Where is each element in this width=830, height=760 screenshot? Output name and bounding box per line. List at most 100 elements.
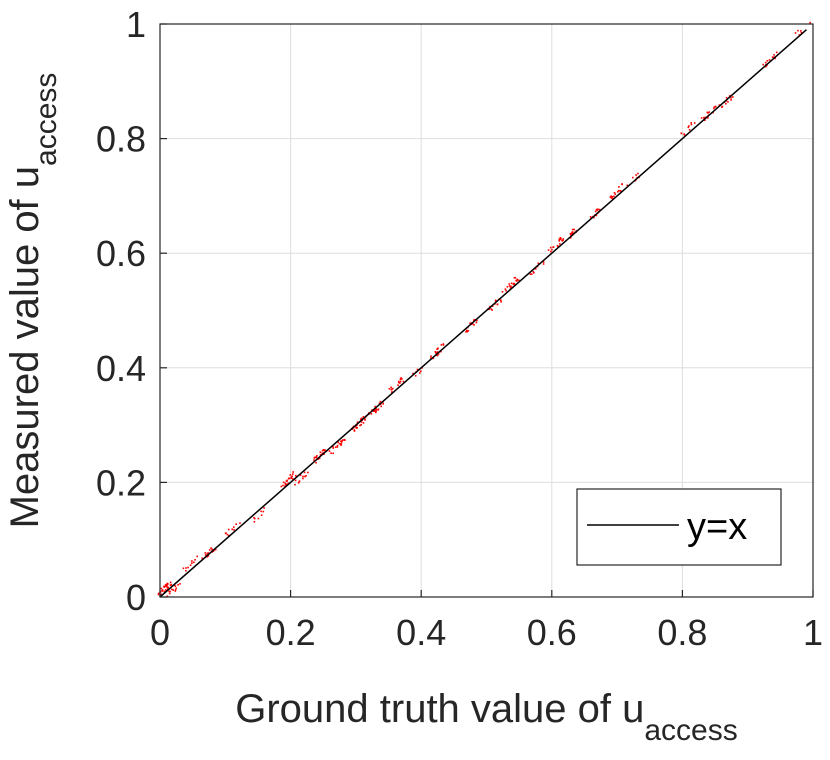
data-point	[621, 183, 623, 185]
data-point	[611, 195, 614, 198]
data-point	[508, 283, 511, 285]
data-point	[290, 477, 293, 479]
data-point	[690, 122, 692, 124]
x-tick-label: 1	[803, 612, 823, 653]
data-point	[323, 449, 326, 452]
data-point	[491, 309, 493, 311]
data-point	[239, 522, 241, 524]
data-point	[337, 441, 339, 444]
data-point	[515, 279, 518, 282]
data-point	[509, 287, 512, 289]
data-point	[561, 240, 563, 242]
x-axis-label: Ground truth value of uaccess	[235, 687, 738, 747]
data-point	[165, 583, 168, 586]
grid-lines	[159, 23, 814, 598]
data-point	[547, 249, 550, 251]
data-point	[206, 556, 208, 558]
data-point	[257, 517, 260, 520]
data-point	[382, 403, 384, 405]
axis-ticks: 0 0.2 0.4 0.6 0.8 1 0 0.2 0.4 0.6 0.8 1	[96, 4, 823, 653]
data-point	[713, 106, 716, 108]
data-point	[399, 378, 402, 380]
data-point	[537, 262, 540, 265]
data-point	[436, 348, 438, 350]
data-point	[703, 117, 705, 120]
data-point	[688, 125, 690, 127]
data-point	[700, 117, 703, 119]
data-point	[593, 216, 595, 219]
x-tick-label: 0	[150, 612, 170, 653]
data-point	[319, 451, 322, 453]
data-point	[440, 344, 443, 346]
data-point	[721, 105, 724, 108]
data-point	[610, 197, 613, 199]
data-point	[356, 421, 359, 423]
data-point	[189, 564, 192, 566]
data-point	[506, 286, 509, 288]
data-point	[391, 391, 393, 393]
data-point	[420, 370, 422, 372]
data-point	[253, 521, 256, 523]
y-tick-label: 1	[126, 4, 146, 45]
data-point	[513, 283, 516, 286]
data-point	[292, 471, 294, 473]
data-point	[321, 452, 323, 455]
data-point	[437, 353, 440, 355]
data-point	[208, 549, 211, 551]
data-point	[294, 483, 296, 486]
data-point	[284, 485, 286, 488]
data-point	[359, 424, 361, 427]
x-tick-label: 0.2	[266, 612, 316, 653]
data-point	[157, 593, 160, 596]
data-point	[160, 587, 163, 590]
data-point	[285, 480, 288, 482]
data-point	[165, 589, 167, 591]
data-point	[328, 450, 331, 452]
data-point	[364, 418, 366, 420]
data-point	[397, 384, 399, 386]
data-point	[340, 441, 343, 443]
data-point	[174, 589, 177, 591]
data-point	[466, 330, 468, 333]
data-point	[570, 234, 572, 236]
data-point	[340, 440, 342, 443]
plot-frame	[159, 23, 814, 598]
data-point	[302, 475, 304, 478]
data-point	[595, 208, 598, 211]
data-point	[163, 591, 166, 593]
data-point	[500, 299, 502, 301]
data-point	[364, 419, 366, 421]
data-point	[174, 585, 177, 587]
data-point	[613, 195, 615, 198]
data-point	[510, 282, 513, 285]
data-point	[529, 273, 532, 275]
data-point	[771, 56, 774, 58]
data-point	[730, 99, 732, 101]
x-tick-label: 0.6	[527, 612, 577, 653]
data-point	[169, 581, 172, 584]
data-point	[160, 593, 162, 596]
data-point	[313, 456, 316, 459]
data-point	[557, 245, 559, 248]
data-point	[191, 562, 193, 564]
data-point	[402, 380, 405, 383]
data-point	[597, 208, 599, 211]
data-point	[260, 510, 262, 513]
data-point	[288, 477, 291, 480]
data-point	[794, 32, 797, 34]
data-point	[179, 583, 181, 585]
y-tick-label: 0.2	[96, 462, 146, 503]
data-point	[690, 123, 693, 126]
data-point	[253, 517, 256, 520]
legend-box	[576, 488, 782, 566]
data-point	[334, 446, 337, 448]
data-point	[542, 261, 545, 263]
data-point	[401, 378, 403, 380]
data-point	[260, 514, 263, 516]
data-point	[299, 474, 302, 476]
y-tick-label: 0.4	[96, 348, 146, 389]
data-point	[762, 63, 764, 66]
data-point	[617, 189, 620, 192]
data-point	[501, 291, 504, 293]
data-point	[430, 355, 432, 357]
